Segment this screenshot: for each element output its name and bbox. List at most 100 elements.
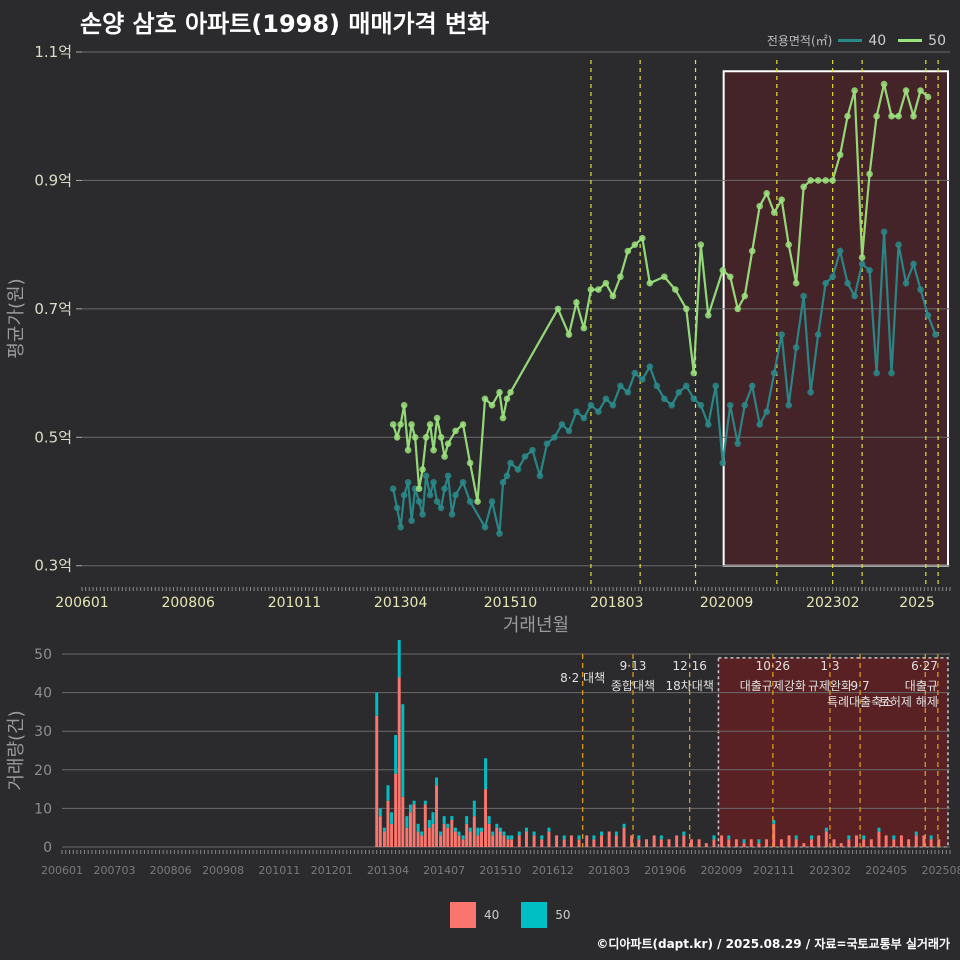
data-point-50 bbox=[499, 414, 507, 422]
volume-bar-40 bbox=[659, 839, 663, 847]
volume-bar-40 bbox=[855, 835, 858, 847]
data-point-50 bbox=[661, 273, 668, 281]
legend-bottom: 40 50 bbox=[450, 902, 571, 928]
volume-bar-40 bbox=[547, 831, 551, 847]
data-point-50 bbox=[726, 273, 734, 281]
data-point-40 bbox=[466, 498, 474, 505]
volume-bar-40 bbox=[420, 835, 424, 847]
data-point-50 bbox=[646, 279, 654, 287]
data-point-40 bbox=[496, 530, 503, 537]
volume-bar-40 bbox=[506, 839, 510, 847]
volume-bar-40 bbox=[476, 835, 480, 847]
data-point-40 bbox=[704, 421, 712, 428]
volume-bar-40 bbox=[423, 804, 427, 847]
data-point-50 bbox=[624, 247, 632, 255]
data-point-50 bbox=[858, 254, 866, 261]
volume-bar-40 bbox=[622, 827, 626, 847]
data-point-40 bbox=[858, 260, 866, 268]
volume-bar-50 bbox=[794, 835, 798, 840]
data-point-40 bbox=[488, 498, 496, 505]
data-point-40 bbox=[697, 401, 705, 409]
volume-bar-40 bbox=[577, 839, 581, 847]
volume-bar-50 bbox=[862, 835, 866, 840]
data-point-40 bbox=[595, 408, 602, 415]
volume-bar-40 bbox=[491, 835, 495, 847]
data-point-40 bbox=[748, 382, 756, 390]
data-point-40 bbox=[719, 459, 727, 467]
volume-chart: 0 10 20 30 40 50 200601 200703 200806 200908 20101… bbox=[6, 640, 960, 877]
volume-bar-50 bbox=[408, 804, 412, 813]
data-point-50 bbox=[719, 267, 727, 274]
volume-bar-50 bbox=[600, 831, 604, 836]
legend-bar-swatch-50 bbox=[521, 902, 548, 928]
y-tick-label: 20 bbox=[34, 763, 52, 779]
legend-title: 전용면적(㎡) bbox=[766, 34, 833, 48]
data-point-40 bbox=[617, 382, 624, 390]
data-point-50 bbox=[474, 498, 481, 505]
policy-annotation: 1·3 bbox=[820, 659, 839, 673]
volume-bar-40 bbox=[495, 827, 499, 847]
volume-bar-40 bbox=[427, 827, 431, 847]
data-point-40 bbox=[756, 421, 763, 428]
data-point-50 bbox=[763, 189, 771, 197]
y-axis-label: 평균가(원) bbox=[6, 278, 27, 358]
volume-bar-50 bbox=[742, 839, 746, 844]
data-point-50 bbox=[683, 305, 690, 313]
data-point-40 bbox=[558, 421, 566, 428]
data-point-50 bbox=[910, 112, 917, 120]
x-tick-label: 201407 bbox=[423, 864, 465, 877]
data-point-50 bbox=[639, 234, 646, 242]
data-point-40 bbox=[452, 491, 459, 499]
volume-bar-40 bbox=[757, 843, 761, 847]
volume-bar-50 bbox=[480, 827, 483, 832]
volume-bar-50 bbox=[431, 812, 435, 824]
x-tick-label: 201510 bbox=[484, 595, 537, 611]
data-point-50 bbox=[411, 434, 419, 441]
data-point-50 bbox=[422, 434, 430, 441]
data-point-50 bbox=[488, 401, 496, 409]
data-point-50 bbox=[917, 87, 924, 94]
volume-bar-40 bbox=[524, 831, 528, 847]
data-point-40 bbox=[448, 511, 456, 518]
data-point-50 bbox=[580, 324, 588, 332]
volume-bar-40 bbox=[832, 839, 836, 847]
volume-bar-50 bbox=[592, 835, 596, 840]
data-point-40 bbox=[514, 466, 522, 473]
volume-bar-40 bbox=[607, 831, 611, 847]
x-tick-label: 2025 bbox=[899, 595, 935, 611]
policy-annotation: 12·16 bbox=[672, 659, 706, 673]
data-point-50 bbox=[844, 112, 851, 120]
volume-bar-50 bbox=[824, 827, 828, 832]
data-point-40 bbox=[503, 472, 511, 480]
volume-bar-40 bbox=[794, 839, 798, 847]
data-point-40 bbox=[631, 369, 639, 377]
data-point-50 bbox=[851, 87, 858, 94]
data-point-50 bbox=[466, 459, 474, 467]
volume-bar-40 bbox=[824, 831, 828, 847]
volume-bar-40 bbox=[734, 839, 738, 847]
data-point-50 bbox=[924, 93, 932, 101]
data-point-50 bbox=[672, 286, 679, 293]
data-point-40 bbox=[499, 478, 507, 486]
data-point-40 bbox=[430, 478, 437, 486]
volume-bar-50 bbox=[847, 835, 851, 840]
data-point-40 bbox=[459, 478, 467, 486]
data-point-40 bbox=[844, 279, 851, 287]
data-point-50 bbox=[829, 177, 836, 184]
volume-bar-40 bbox=[394, 773, 398, 847]
volume-bar-50 bbox=[914, 831, 918, 836]
volume-bar-40 bbox=[704, 843, 708, 847]
data-point-40 bbox=[822, 279, 829, 287]
volume-bar-40 bbox=[749, 839, 753, 847]
data-point-40 bbox=[792, 344, 800, 351]
data-point-40 bbox=[778, 331, 785, 338]
volume-bar-40 bbox=[487, 823, 491, 847]
volume-bar-50 bbox=[465, 816, 469, 824]
x-tick-label: 201011 bbox=[258, 864, 300, 877]
volume-bar-40 bbox=[937, 839, 941, 847]
volume-bar-50 bbox=[457, 831, 461, 836]
legend-bar-label-40: 40 bbox=[484, 908, 500, 922]
volume-bar-40 bbox=[697, 839, 701, 847]
volume-bar-50 bbox=[495, 823, 499, 828]
volume-bar-40 bbox=[907, 839, 911, 847]
